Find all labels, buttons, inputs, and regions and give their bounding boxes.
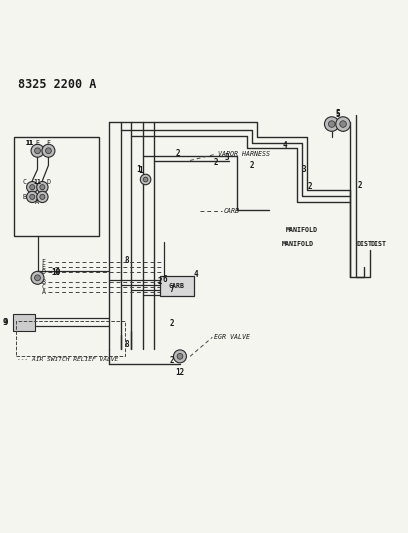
Text: DIST: DIST [371,241,387,247]
Circle shape [143,177,148,182]
Text: 8: 8 [124,255,129,264]
Text: 2: 2 [250,161,254,170]
Text: 11: 11 [33,179,41,185]
Text: F: F [42,260,46,265]
Text: 9: 9 [3,318,8,327]
Text: MANIFOLD: MANIFOLD [282,241,313,247]
Text: B: B [23,194,27,200]
Text: A: A [35,199,39,205]
Circle shape [31,271,44,284]
Bar [13,314,35,331]
Text: 2: 2 [170,319,174,328]
Circle shape [40,195,45,199]
Text: DIST: DIST [356,241,372,247]
Circle shape [37,191,48,203]
Text: 1: 1 [136,165,141,174]
Circle shape [40,184,45,190]
Text: 10: 10 [52,268,61,277]
Text: CARB: CARB [224,208,239,214]
Text: 1: 1 [138,166,143,175]
Text: 3: 3 [225,153,230,161]
Circle shape [27,182,38,193]
Text: C: C [42,284,46,290]
Bar [14,137,99,236]
Text: 5: 5 [335,109,340,118]
Text: 2: 2 [175,149,180,158]
Text: VAPOR HARNESS: VAPOR HARNESS [217,151,270,157]
Text: D: D [42,269,46,275]
Text: E: E [35,141,40,147]
Circle shape [27,191,38,203]
Text: 2: 2 [358,181,362,190]
Bar [160,276,194,296]
Text: F: F [47,141,51,147]
Circle shape [35,148,40,154]
Circle shape [42,144,55,157]
Circle shape [140,174,151,185]
Text: 9: 9 [2,318,7,327]
Text: 2: 2 [157,277,162,286]
Text: 8325 2200 A: 8325 2200 A [18,78,96,91]
Text: 5: 5 [335,110,340,119]
Text: CARB: CARB [169,283,185,289]
Text: B: B [42,279,46,285]
Circle shape [328,121,335,127]
Text: A: A [42,289,46,295]
Circle shape [336,117,350,131]
Text: C: C [23,179,27,185]
Circle shape [177,353,183,359]
Text: 2: 2 [307,182,312,191]
Text: 8: 8 [124,340,129,349]
Text: EGR VALVE: EGR VALVE [214,334,251,340]
Text: MANIFOLD: MANIFOLD [285,227,317,233]
Text: 2: 2 [214,158,219,167]
Circle shape [324,117,339,131]
Circle shape [46,148,51,154]
Circle shape [340,121,346,127]
Text: 3: 3 [301,165,306,174]
Bar [16,321,125,356]
Circle shape [173,350,186,363]
Text: --- AIR SWITCH RELIEF VALVE: --- AIR SWITCH RELIEF VALVE [17,357,119,362]
Circle shape [35,275,40,281]
Circle shape [31,144,44,157]
Text: 4: 4 [194,270,198,279]
Text: 11: 11 [25,141,33,147]
Text: E: E [42,264,46,270]
Circle shape [37,182,48,193]
Circle shape [30,184,35,190]
Text: 11: 11 [25,141,33,147]
Text: 10: 10 [51,268,60,277]
Circle shape [30,195,35,199]
Text: D: D [47,179,51,185]
Text: 4: 4 [283,141,288,150]
Text: 2: 2 [170,356,174,365]
Text: 6: 6 [163,275,167,284]
Text: 7: 7 [170,285,174,294]
Text: 12: 12 [175,368,184,377]
